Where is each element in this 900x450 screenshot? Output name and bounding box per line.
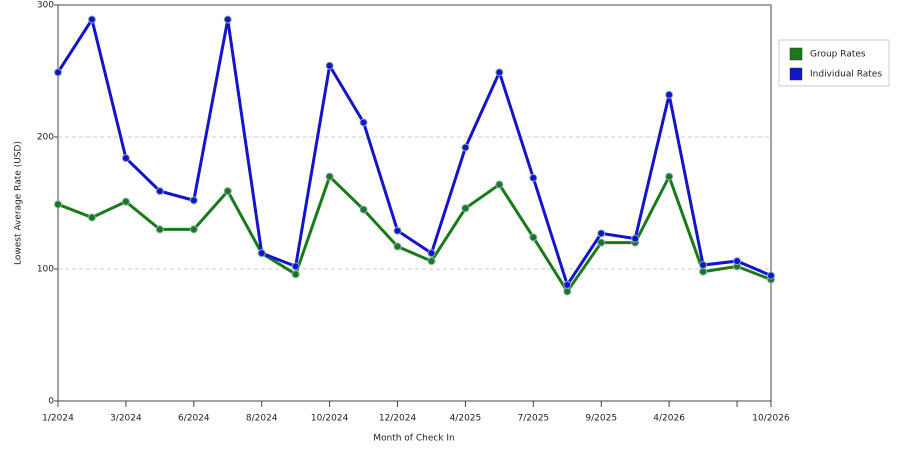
data-point [597,229,606,238]
data-point [699,261,708,270]
data-point [495,180,504,189]
data-point [665,90,674,99]
data-point [359,205,368,214]
data-point [733,257,742,266]
y-axis-label: Lowest Average Rate (USD) [14,141,24,265]
data-point [189,196,198,205]
data-point [223,15,232,24]
y-tick-label: 100 [37,265,54,275]
data-point [665,172,674,181]
data-point [325,172,334,181]
y-tick-label: 200 [37,133,54,143]
data-point [87,15,96,24]
data-point [393,242,402,251]
data-point [461,204,470,213]
data-point [257,249,266,258]
data-point [155,225,164,234]
data-point [699,267,708,276]
legend-label: Group Rates [810,50,866,60]
data-point [291,262,300,271]
series-line [57,172,772,295]
data-point [121,154,130,163]
data-point [563,287,572,296]
x-tick-label: 4/2025 [450,414,482,424]
data-point [461,143,470,152]
data-point [427,249,436,258]
data-point [189,225,198,234]
data-point [121,197,130,206]
x-tick-label: 4/2026 [653,414,685,424]
x-tick-label: 8/2024 [246,414,278,424]
x-tick-label: 10/2024 [311,414,349,424]
data-point [359,118,368,127]
y-tick-label: 300 [37,1,54,11]
plot-frame [57,4,772,402]
legend-swatch [789,67,803,81]
x-tick-label: 1/2024 [42,414,74,424]
y-tick-label: 0 [48,397,54,407]
legend-swatch [789,47,803,61]
data-point [767,271,775,280]
x-tick-label: 9/2025 [585,414,617,424]
data-point [529,233,538,242]
data-point [155,187,164,196]
data-point [495,68,504,77]
data-point [393,226,402,235]
series-line [56,15,772,289]
data-point [223,187,232,196]
data-point [529,173,538,182]
data-point [597,238,606,247]
data-point [87,213,96,222]
x-tick-label: 12/2024 [379,414,417,424]
data-point [291,270,300,279]
x-tick-label: 10/2026 [752,414,790,424]
data-point [325,61,334,70]
data-point [54,68,62,77]
data-point [563,280,572,289]
data-point [631,234,640,243]
data-point [54,200,62,209]
data-point [427,257,436,266]
legend-label: Individual Rates [810,70,882,80]
x-axis-label: Month of Check In [373,434,455,444]
x-tick-label: 7/2025 [517,414,549,424]
x-tick-label: 3/2024 [110,414,142,424]
x-tick-label: 6/2024 [178,414,210,424]
